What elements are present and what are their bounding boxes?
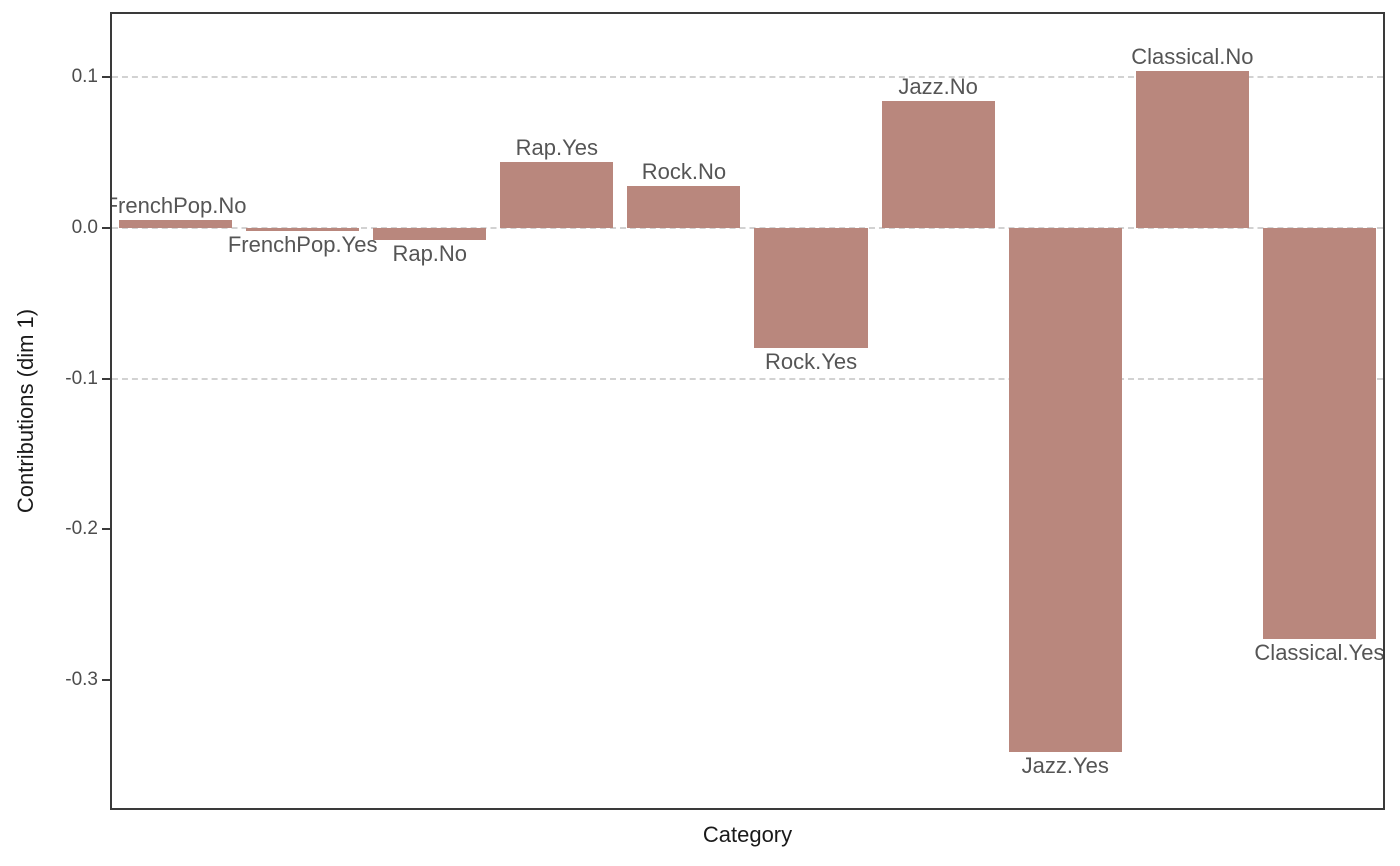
bar-label: Rap.Yes: [515, 134, 599, 160]
bar-label: Classical.Yes: [1254, 640, 1385, 666]
bar-label: FrenchPop.No: [110, 193, 247, 219]
bar: [881, 101, 995, 228]
y-tick-label: -0.1: [65, 367, 98, 389]
bar: [373, 227, 487, 240]
bar-label: Jazz.Yes: [1021, 753, 1109, 779]
bar: [754, 227, 868, 349]
bar-label: Rock.Yes: [764, 349, 858, 375]
y-tick-mark: [102, 76, 110, 79]
bar: [118, 220, 233, 228]
bar: [246, 227, 360, 231]
bar-label: Rap.No: [392, 240, 468, 266]
bar: [500, 161, 614, 228]
plot-area: FrenchPop.No FrenchPop.Yes Rap.No Rap.Yes Ro…: [110, 12, 1385, 810]
gridline: [112, 377, 1383, 380]
y-tick-mark: [102, 377, 110, 380]
bar: [1008, 227, 1122, 753]
bar-label: FrenchPop.Yes: [227, 231, 378, 257]
gridline: [112, 76, 1383, 79]
bar-label: Jazz.No: [898, 74, 978, 100]
bar-label: Classical.No: [1131, 44, 1254, 70]
bar-label: Rock.No: [641, 158, 727, 184]
bar: [1135, 71, 1249, 228]
y-tick-label: -0.3: [65, 668, 98, 690]
x-axis-title: Category: [702, 822, 793, 847]
bar: [1262, 227, 1376, 640]
y-tick-mark: [102, 678, 110, 681]
y-tick-mark: [102, 226, 110, 229]
y-axis-title: Contributions (dim 1): [13, 308, 38, 514]
y-tick-label: 0.0: [71, 216, 98, 238]
y-tick-label: -0.2: [65, 518, 98, 540]
bar: [627, 185, 741, 228]
y-tick-label: 0.1: [71, 66, 98, 88]
gridline: [112, 226, 1383, 229]
y-tick-mark: [102, 528, 110, 531]
